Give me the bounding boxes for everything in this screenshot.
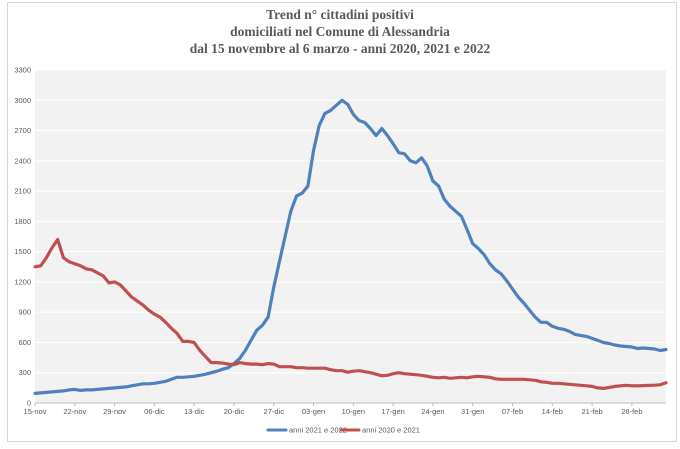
y-tick-label: 1800 (14, 217, 31, 226)
y-tick-label: 2100 (14, 187, 31, 196)
y-tick-label: 3300 (14, 66, 31, 75)
x-tick-label: 13-dic (184, 407, 205, 416)
x-tick-label: 20-dic (224, 407, 245, 416)
legend-label-blue: anni 2021 e 2022 (289, 426, 347, 435)
y-tick-label: 2400 (14, 156, 31, 165)
x-tick-label: 27-dic (264, 407, 285, 416)
chart-title-line-3: dal 15 novembre al 6 marzo - anni 2020, … (189, 41, 491, 56)
legend-label-red: anni 2020 e 2021 (362, 426, 420, 435)
chart-title: Trend n° cittadini positivi domiciliati … (0, 6, 680, 57)
x-tick-label: 21-feb (581, 407, 602, 416)
legend: anni 2021 e 2022 anni 2020 e 2021 (266, 426, 420, 435)
x-tick-label: 15-nov (24, 407, 47, 416)
x-tick-label: 14-feb (542, 407, 563, 416)
x-tick-label: 07-feb (502, 407, 523, 416)
x-tick-label: 24-gen (421, 407, 444, 416)
plot-area (35, 70, 666, 403)
x-tick-label: 06-dic (144, 407, 165, 416)
series-line-blue (33, 98, 668, 395)
series-line-red (33, 237, 668, 390)
chart-title-line-1: Trend n° cittadini positivi (266, 7, 414, 22)
y-tick-label: 600 (18, 338, 31, 347)
x-tick-label: 29-nov (103, 407, 126, 416)
x-tick-label: 28-feb (621, 407, 642, 416)
y-tick-label: 300 (18, 368, 31, 377)
x-tick-label: 03-gen (302, 407, 325, 416)
x-tick-label: 10-gen (342, 407, 365, 416)
x-tick-label: 31-gen (461, 407, 484, 416)
y-tick-label: 900 (18, 308, 31, 317)
y-tick-label: 1200 (14, 277, 31, 286)
y-tick-label: 2700 (14, 126, 31, 135)
series-lines (33, 98, 668, 395)
x-tick-label: 17-gen (381, 407, 404, 416)
plot-background (35, 70, 666, 403)
y-axis: 0 300 600 900 1200 1500 1800 2100 2400 2700 3000 33… (14, 66, 31, 408)
y-tick-label: 0 (27, 399, 31, 408)
chart-title-line-2: domiciliati nel Comune di Alessandria (230, 24, 450, 39)
x-tick-label: 22-nov (63, 407, 86, 416)
y-tick-label: 3000 (14, 96, 31, 105)
y-tick-label: 1500 (14, 247, 31, 256)
x-axis: 15-nov 22-nov 29-nov 06-dic 13-dic 20-dic 27-d… (24, 402, 666, 416)
